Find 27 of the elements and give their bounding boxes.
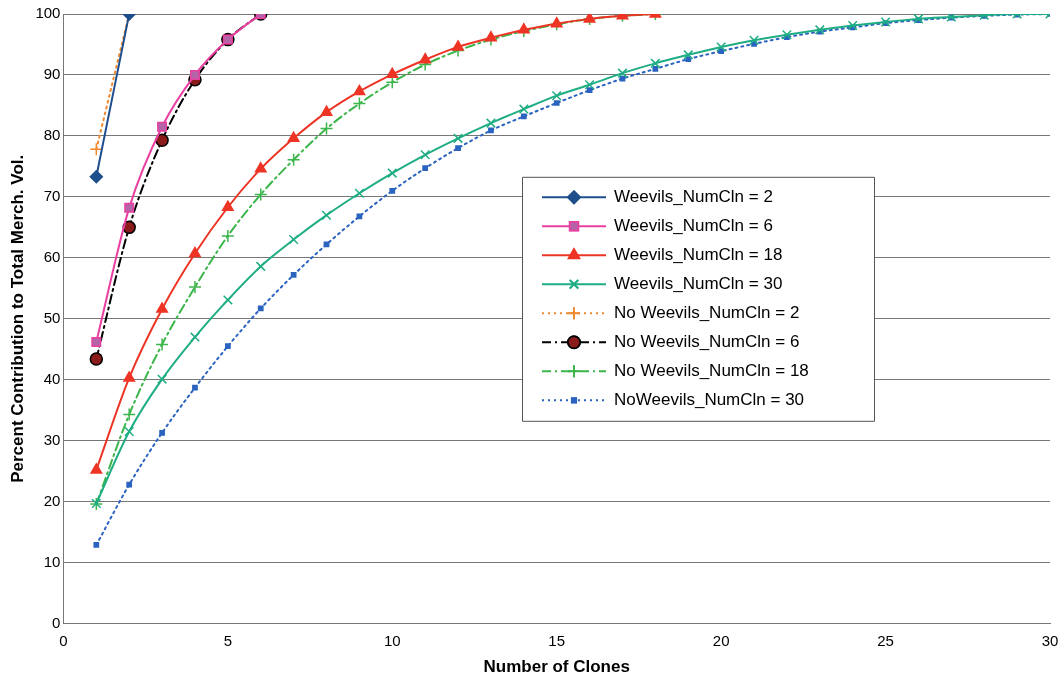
legend-label: No Weevils_NumCln = 2: [614, 302, 800, 322]
y-tick-label: 70: [43, 187, 61, 205]
y-tick-label: 30: [43, 430, 61, 448]
x-axis-title: Number of Clones: [483, 657, 630, 677]
y-axis-title: Percent Contribution to Total Merch. Vol.: [7, 154, 27, 483]
y-tick-label: 10: [43, 552, 61, 570]
x-tick-label: 25: [877, 631, 894, 649]
legend-label: Weevils_NumCln = 2: [614, 186, 773, 206]
y-tick-label: 100: [35, 4, 61, 22]
y-tick-label: 50: [43, 308, 61, 326]
x-tick-label: 10: [383, 631, 401, 649]
y-tick-label: 0: [52, 613, 61, 631]
x-tick-label: 30: [1041, 631, 1059, 649]
legend-label: NoWeevils_NumCln = 30: [614, 389, 805, 409]
y-tick-label: 40: [43, 369, 61, 387]
y-tick-label: 80: [43, 126, 61, 144]
legend-label: Weevils_NumCln = 30: [614, 273, 783, 293]
x-tick-label: 20: [712, 631, 730, 649]
legend-label: Weevils_NumCln = 6: [614, 215, 773, 235]
x-tick-label: 5: [223, 631, 233, 649]
y-tick-label: 60: [43, 247, 61, 265]
legend-label: No Weevils_NumCln = 18: [614, 360, 809, 380]
legend-label: Weevils_NumCln = 18: [614, 244, 783, 264]
x-tick-label: 15: [548, 631, 566, 649]
y-tick-label: 20: [43, 491, 61, 509]
legend-label: No Weevils_NumCln = 6: [614, 331, 800, 351]
y-tick-label: 90: [43, 65, 61, 83]
